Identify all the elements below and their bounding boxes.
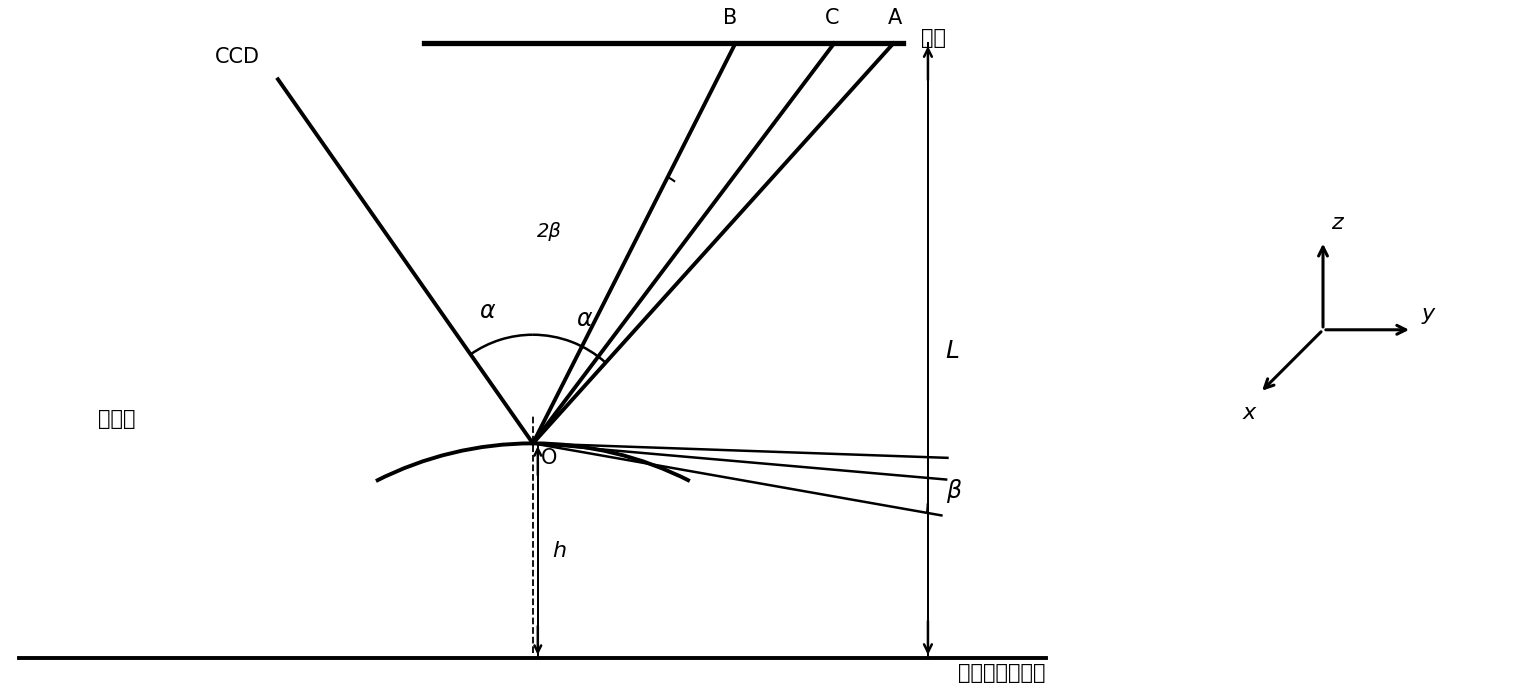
- Text: α: α: [479, 299, 495, 322]
- Text: C: C: [825, 8, 840, 27]
- Text: 白屏: 白屏: [921, 29, 947, 48]
- Text: β: β: [947, 479, 962, 503]
- Text: L: L: [945, 339, 959, 362]
- Text: O: O: [541, 448, 557, 468]
- Text: x: x: [1241, 403, 1255, 422]
- Text: B: B: [724, 8, 738, 27]
- Text: 单元镖: 单元镖: [98, 408, 136, 429]
- Text: α: α: [576, 307, 592, 331]
- Text: y: y: [1422, 304, 1435, 324]
- Text: h: h: [553, 540, 567, 560]
- Text: 参考标准平面镖: 参考标准平面镖: [957, 663, 1044, 683]
- Text: 2β: 2β: [536, 221, 562, 241]
- Text: CCD: CCD: [215, 47, 260, 68]
- Text: z: z: [1332, 213, 1342, 233]
- Text: A: A: [889, 8, 902, 27]
